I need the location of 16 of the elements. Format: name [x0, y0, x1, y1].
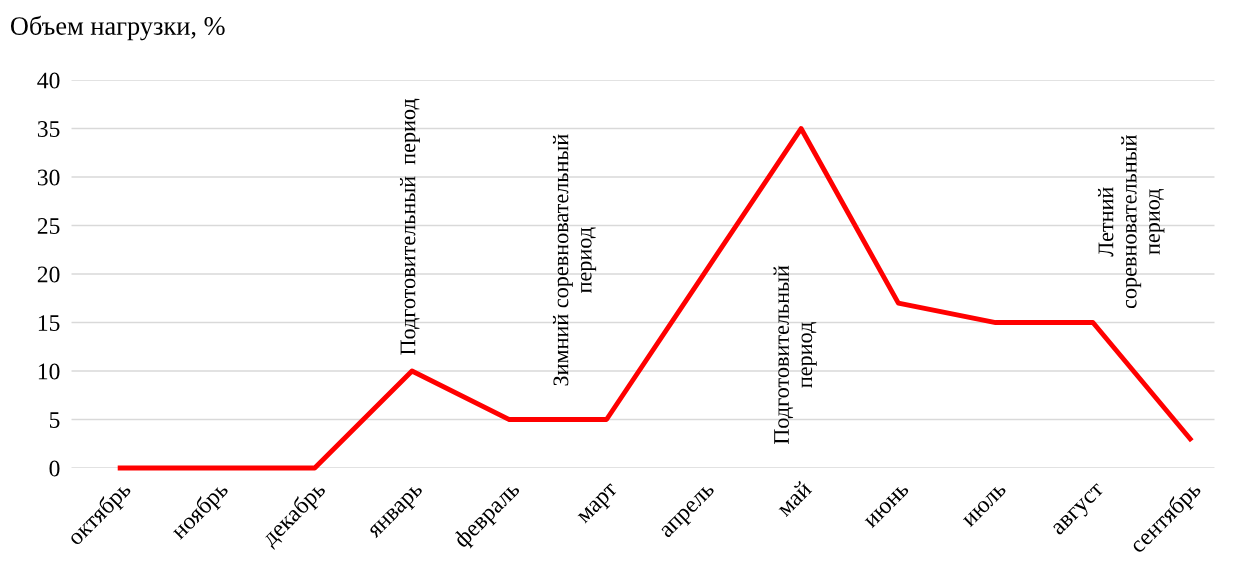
- y-tick-label: 15: [38, 315, 60, 331]
- y-tick-label: 30: [37, 169, 60, 186]
- annotation: Летний соревновательный период: [1097, 135, 1165, 309]
- y-tick-label: 20: [37, 266, 60, 283]
- y-tick-label: 35: [37, 121, 60, 137]
- y-axis-title: Объем нагрузки, %: [10, 15, 225, 41]
- annotation: Подготовительный период: [399, 98, 420, 355]
- y-tick-label: 25: [37, 218, 60, 234]
- x-tick-label: июль: [962, 483, 1007, 528]
- y-tick-label: 10: [38, 363, 60, 380]
- annotation: Подготовительный период: [773, 265, 817, 445]
- y-tick-label: 40: [37, 72, 60, 89]
- y-tick-label: 0: [49, 460, 60, 477]
- annotation: Зимний соревновательный период: [552, 134, 597, 386]
- y-tick-label: 5: [49, 412, 60, 428]
- x-tick-label: май: [774, 479, 813, 518]
